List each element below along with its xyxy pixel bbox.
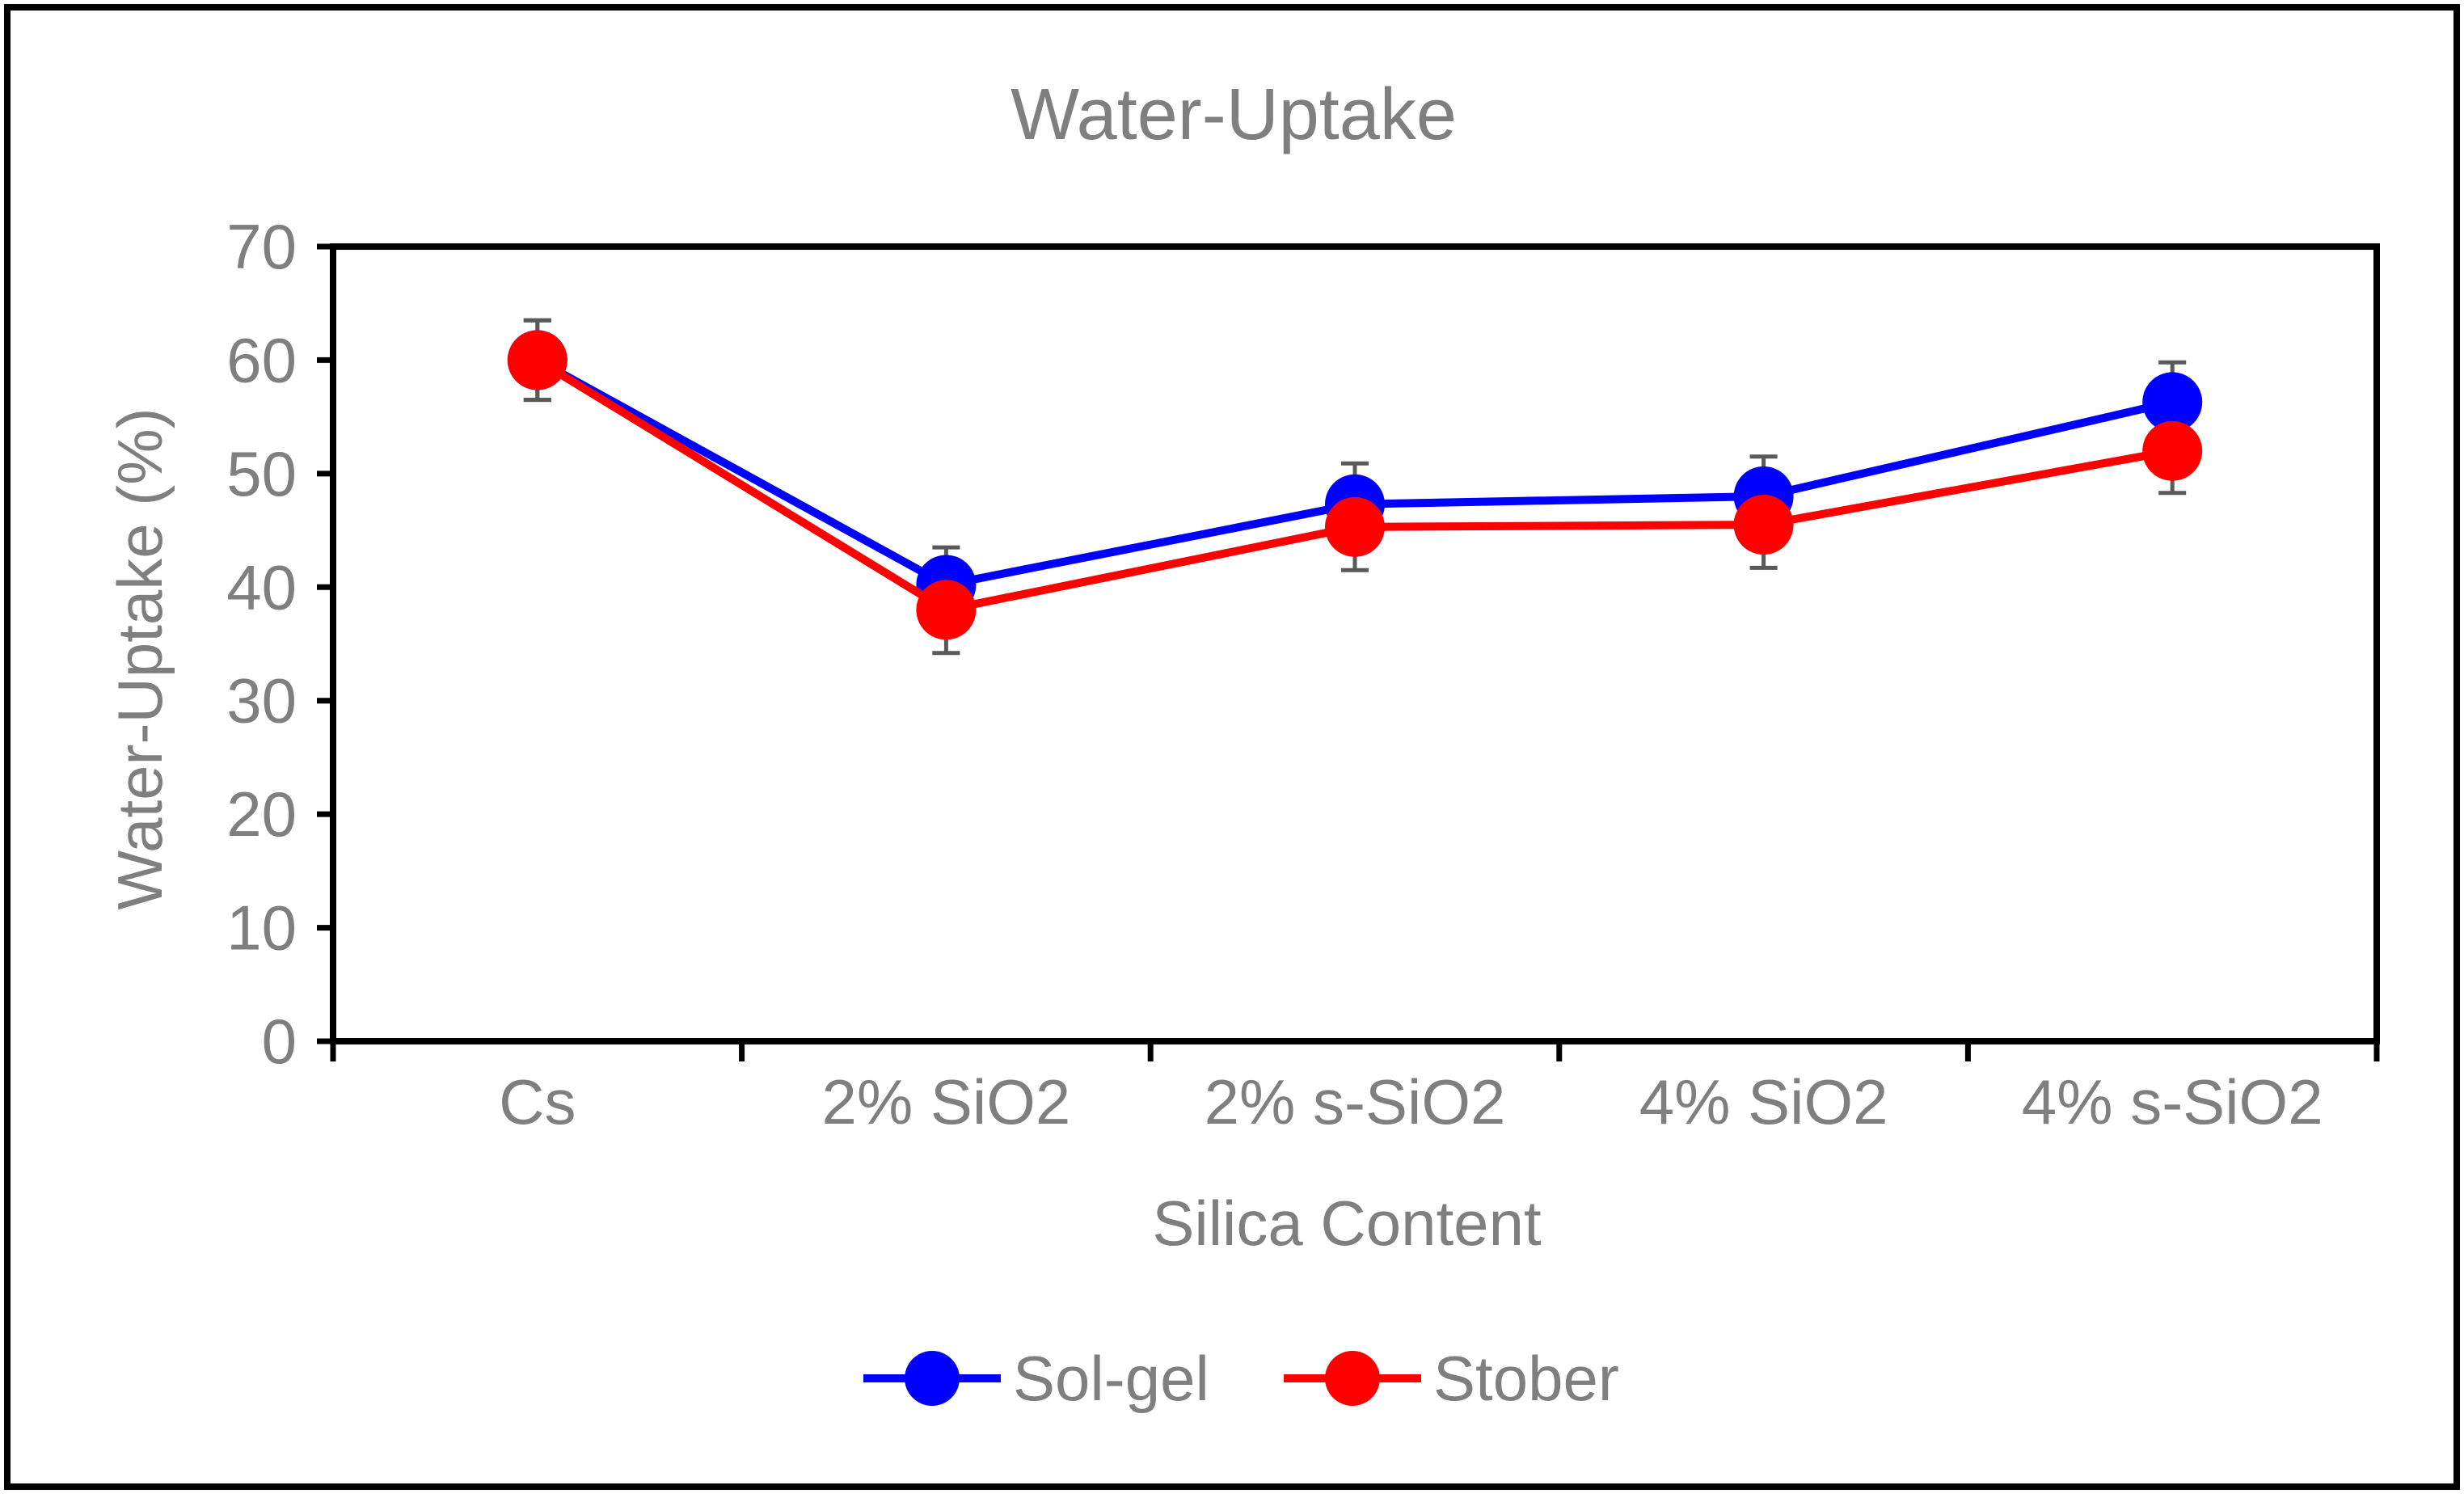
y-tick-label: 60 bbox=[226, 324, 297, 395]
data-point-stober bbox=[1733, 495, 1794, 555]
data-point-stober bbox=[1325, 496, 1385, 557]
legend-label-sol-gel: Sol-gel bbox=[1013, 1343, 1209, 1414]
y-tick-label: 30 bbox=[226, 665, 297, 736]
outer-border bbox=[4, 4, 2460, 1490]
y-tick-label: 20 bbox=[226, 779, 297, 850]
plot-area bbox=[330, 243, 2380, 1044]
data-point-stober bbox=[2142, 420, 2203, 481]
x-axis-label: Silica Content bbox=[1152, 1188, 1542, 1259]
x-tick-label: 4% s-SiO2 bbox=[2022, 1066, 2323, 1137]
data-point-stober bbox=[507, 330, 567, 390]
legend-marker-sol-gel bbox=[905, 1351, 960, 1406]
x-tick-label: 2% SiO2 bbox=[821, 1066, 1070, 1137]
x-tick-label: 4% SiO2 bbox=[1639, 1066, 1888, 1137]
y-tick-label: 40 bbox=[226, 551, 297, 622]
y-tick-label: 50 bbox=[226, 438, 297, 509]
y-tick-label: 10 bbox=[226, 892, 297, 964]
data-point-stober bbox=[916, 580, 977, 640]
y-tick-label: 0 bbox=[262, 1006, 297, 1077]
legend-label-stober: Stober bbox=[1433, 1343, 1619, 1414]
y-tick-label: 70 bbox=[226, 211, 297, 282]
chart-title: Water-Uptake bbox=[1010, 74, 1457, 155]
data-point-sol-gel bbox=[2142, 372, 2203, 433]
y-axis-label: Water-Uptake (%) bbox=[104, 407, 175, 909]
x-tick-label: Cs bbox=[499, 1066, 576, 1137]
legend-marker-stober bbox=[1325, 1351, 1380, 1406]
x-tick-label: 2% s-SiO2 bbox=[1205, 1066, 1506, 1137]
